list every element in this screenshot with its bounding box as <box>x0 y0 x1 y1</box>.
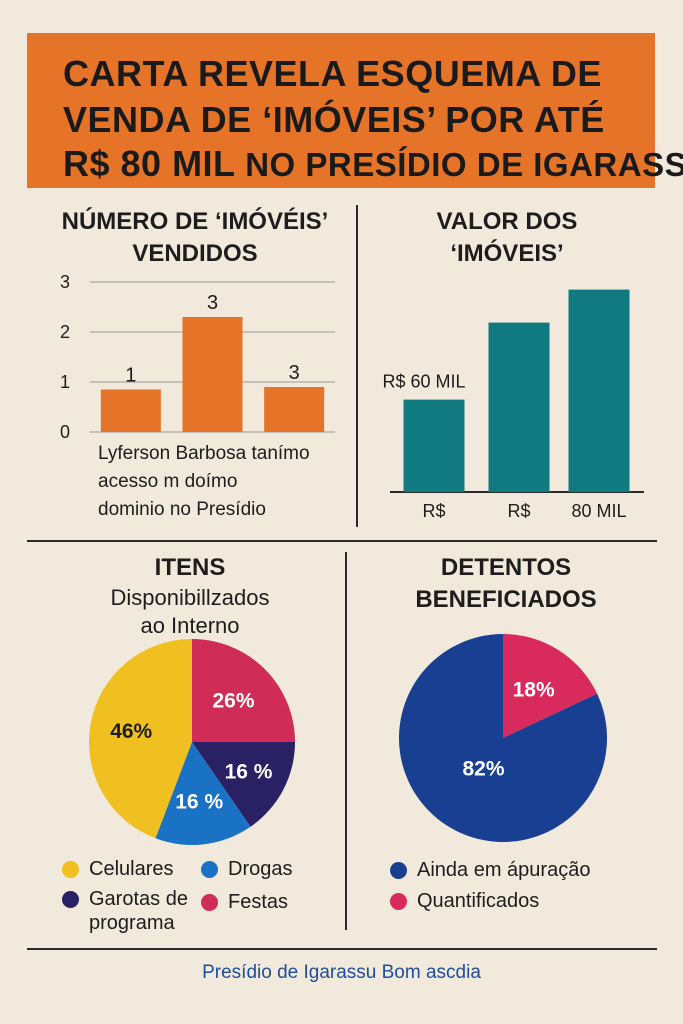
chart-imoveis-vendidos: 0 1 2 3 1 3 3 <box>60 272 335 442</box>
panel1-note-line-1: Lyferson Barbosa tanímo <box>98 443 310 464</box>
panel1-note-line-3: dominio no Presídio <box>98 499 266 520</box>
legend-label-quantificados: Quantificados <box>417 890 540 912</box>
chart-itens-pie: 26% 16 %16 % 46% <box>88 639 295 845</box>
bar-data-label: R$ 80 MIL <box>557 280 640 282</box>
divider-footer <box>27 948 657 950</box>
panel-imoveis-vendidos: NÚMERO DE ‘IMÓVÉIS’ VENDIDOS <box>40 206 350 270</box>
pie-slice <box>155 742 251 845</box>
bar-data-label: 3 <box>207 292 218 314</box>
panel-itens: ITENS Disponibillzados ao Interno <box>40 552 340 640</box>
bar <box>488 322 550 492</box>
y-tick-label: 0 <box>60 422 70 442</box>
legend-drogas: Drogas <box>201 857 292 881</box>
panel2-title-line2: ‘IMÓVEIS’ <box>450 240 564 267</box>
legend-dot-pink <box>390 893 407 910</box>
pie-slice-label: 82% <box>462 758 504 781</box>
panel-valor-imoveis: VALOR DOS ‘IMÓVEIS’ <box>362 206 652 270</box>
legend-quantificados: Quantificados <box>390 889 539 913</box>
panel1-title-line1: NÚMERO DE ‘IMÓVÉIS’ <box>61 208 329 235</box>
panel3-subtitle-line1: Disponibillzados <box>110 585 270 610</box>
divider-top-vertical <box>356 205 358 527</box>
legend-dot-yellow <box>62 861 79 878</box>
bar <box>100 389 161 432</box>
headline-line-3: R$ 80 MIL NO PRESÍDIO DE IGARASSU <box>63 143 683 185</box>
pie-slice <box>88 639 192 839</box>
divider-middle-horizontal <box>27 540 657 542</box>
bar <box>403 399 465 492</box>
panel1-note: Lyferson Barbosa tanímo acesso m doímo d… <box>98 440 348 524</box>
pie-slice <box>192 639 295 742</box>
bar <box>264 387 325 432</box>
pie-slice <box>192 742 295 827</box>
legend-label-garotas: Garotas de programa <box>89 888 188 934</box>
legend-dot-navy <box>62 891 79 908</box>
bar-data-label: R$ 60 MIL <box>382 372 465 392</box>
panel1-title-line2: VENDIDOS <box>132 240 258 267</box>
bar-data-label: 3 <box>289 362 300 384</box>
legend-dot-blue <box>201 861 218 878</box>
pie-slice-label: 18% <box>513 679 555 702</box>
y-tick-label: 3 <box>60 272 70 292</box>
pie-slice-label: 16 % <box>225 761 273 784</box>
legend-garotas: Garotas de programa <box>62 887 212 935</box>
pie-slice-label: 16 % <box>175 790 223 813</box>
headline-line-1: CARTA REVELA ESQUEMA DE <box>63 53 602 94</box>
panel2-title-line1: VALOR DOS <box>436 208 578 235</box>
headline-amount: R$ 80 MIL <box>63 143 236 184</box>
legend-festas: Festas <box>201 890 288 914</box>
legend-ainda: Ainda em ápuração <box>390 858 590 882</box>
legend-label-ainda: Ainda em ápuração <box>417 859 591 881</box>
y-tick-label: 2 <box>60 322 70 342</box>
pie-slice <box>399 634 607 842</box>
bar <box>568 289 630 492</box>
pie-slice-label: 46% <box>110 720 152 743</box>
legend-label-drogas: Drogas <box>228 858 293 880</box>
x-tick-label: 80 MIL <box>571 501 626 521</box>
y-tick-label: 1 <box>60 372 70 392</box>
legend-label-celulares: Celulares <box>89 858 174 880</box>
panel4-title-line1: DETENTOS <box>440 554 572 581</box>
bar-data-label: 1 <box>125 365 136 387</box>
panel3-title: ITENS <box>154 554 226 581</box>
pie-slice-label: 26% <box>212 689 254 712</box>
x-tick-label: R$ <box>507 501 530 521</box>
headline-line-2: VENDA DE ‘IMÓVEIS’ POR ATÉ <box>63 99 605 140</box>
legend-celulares: Celulares <box>62 857 173 881</box>
panel-detentos: DETENTOS BENEFICIADOS <box>356 552 656 616</box>
footer-caption: Presídio de Igarassu Bom ascdia <box>202 962 481 983</box>
chart-detentos-pie: 18% 82% <box>399 634 607 842</box>
legend-label-festas: Festas <box>228 891 289 913</box>
headline-banner: CARTA REVELA ESQUEMA DE VENDA DE ‘IMÓVEI… <box>27 33 683 188</box>
legend-dot-crimson <box>201 894 218 911</box>
panel3-subtitle-line2: ao Interno <box>140 613 240 638</box>
pie-slice <box>503 634 598 738</box>
panel1-note-line-2: acesso m doímo <box>98 471 238 492</box>
legend-dot-dark-blue <box>390 862 407 879</box>
divider-bottom-vertical <box>345 552 347 930</box>
headline-location: NO PRESÍDIO DE IGARASSU <box>235 146 683 183</box>
bar <box>182 317 243 432</box>
panel4-title-line2: BENEFICIADOS <box>415 586 597 613</box>
chart-valor-imoveis: R$ 60 MIL R$ R$ R$ 80 MIL 80 MIL <box>382 280 644 521</box>
x-tick-label: R$ <box>422 501 445 521</box>
